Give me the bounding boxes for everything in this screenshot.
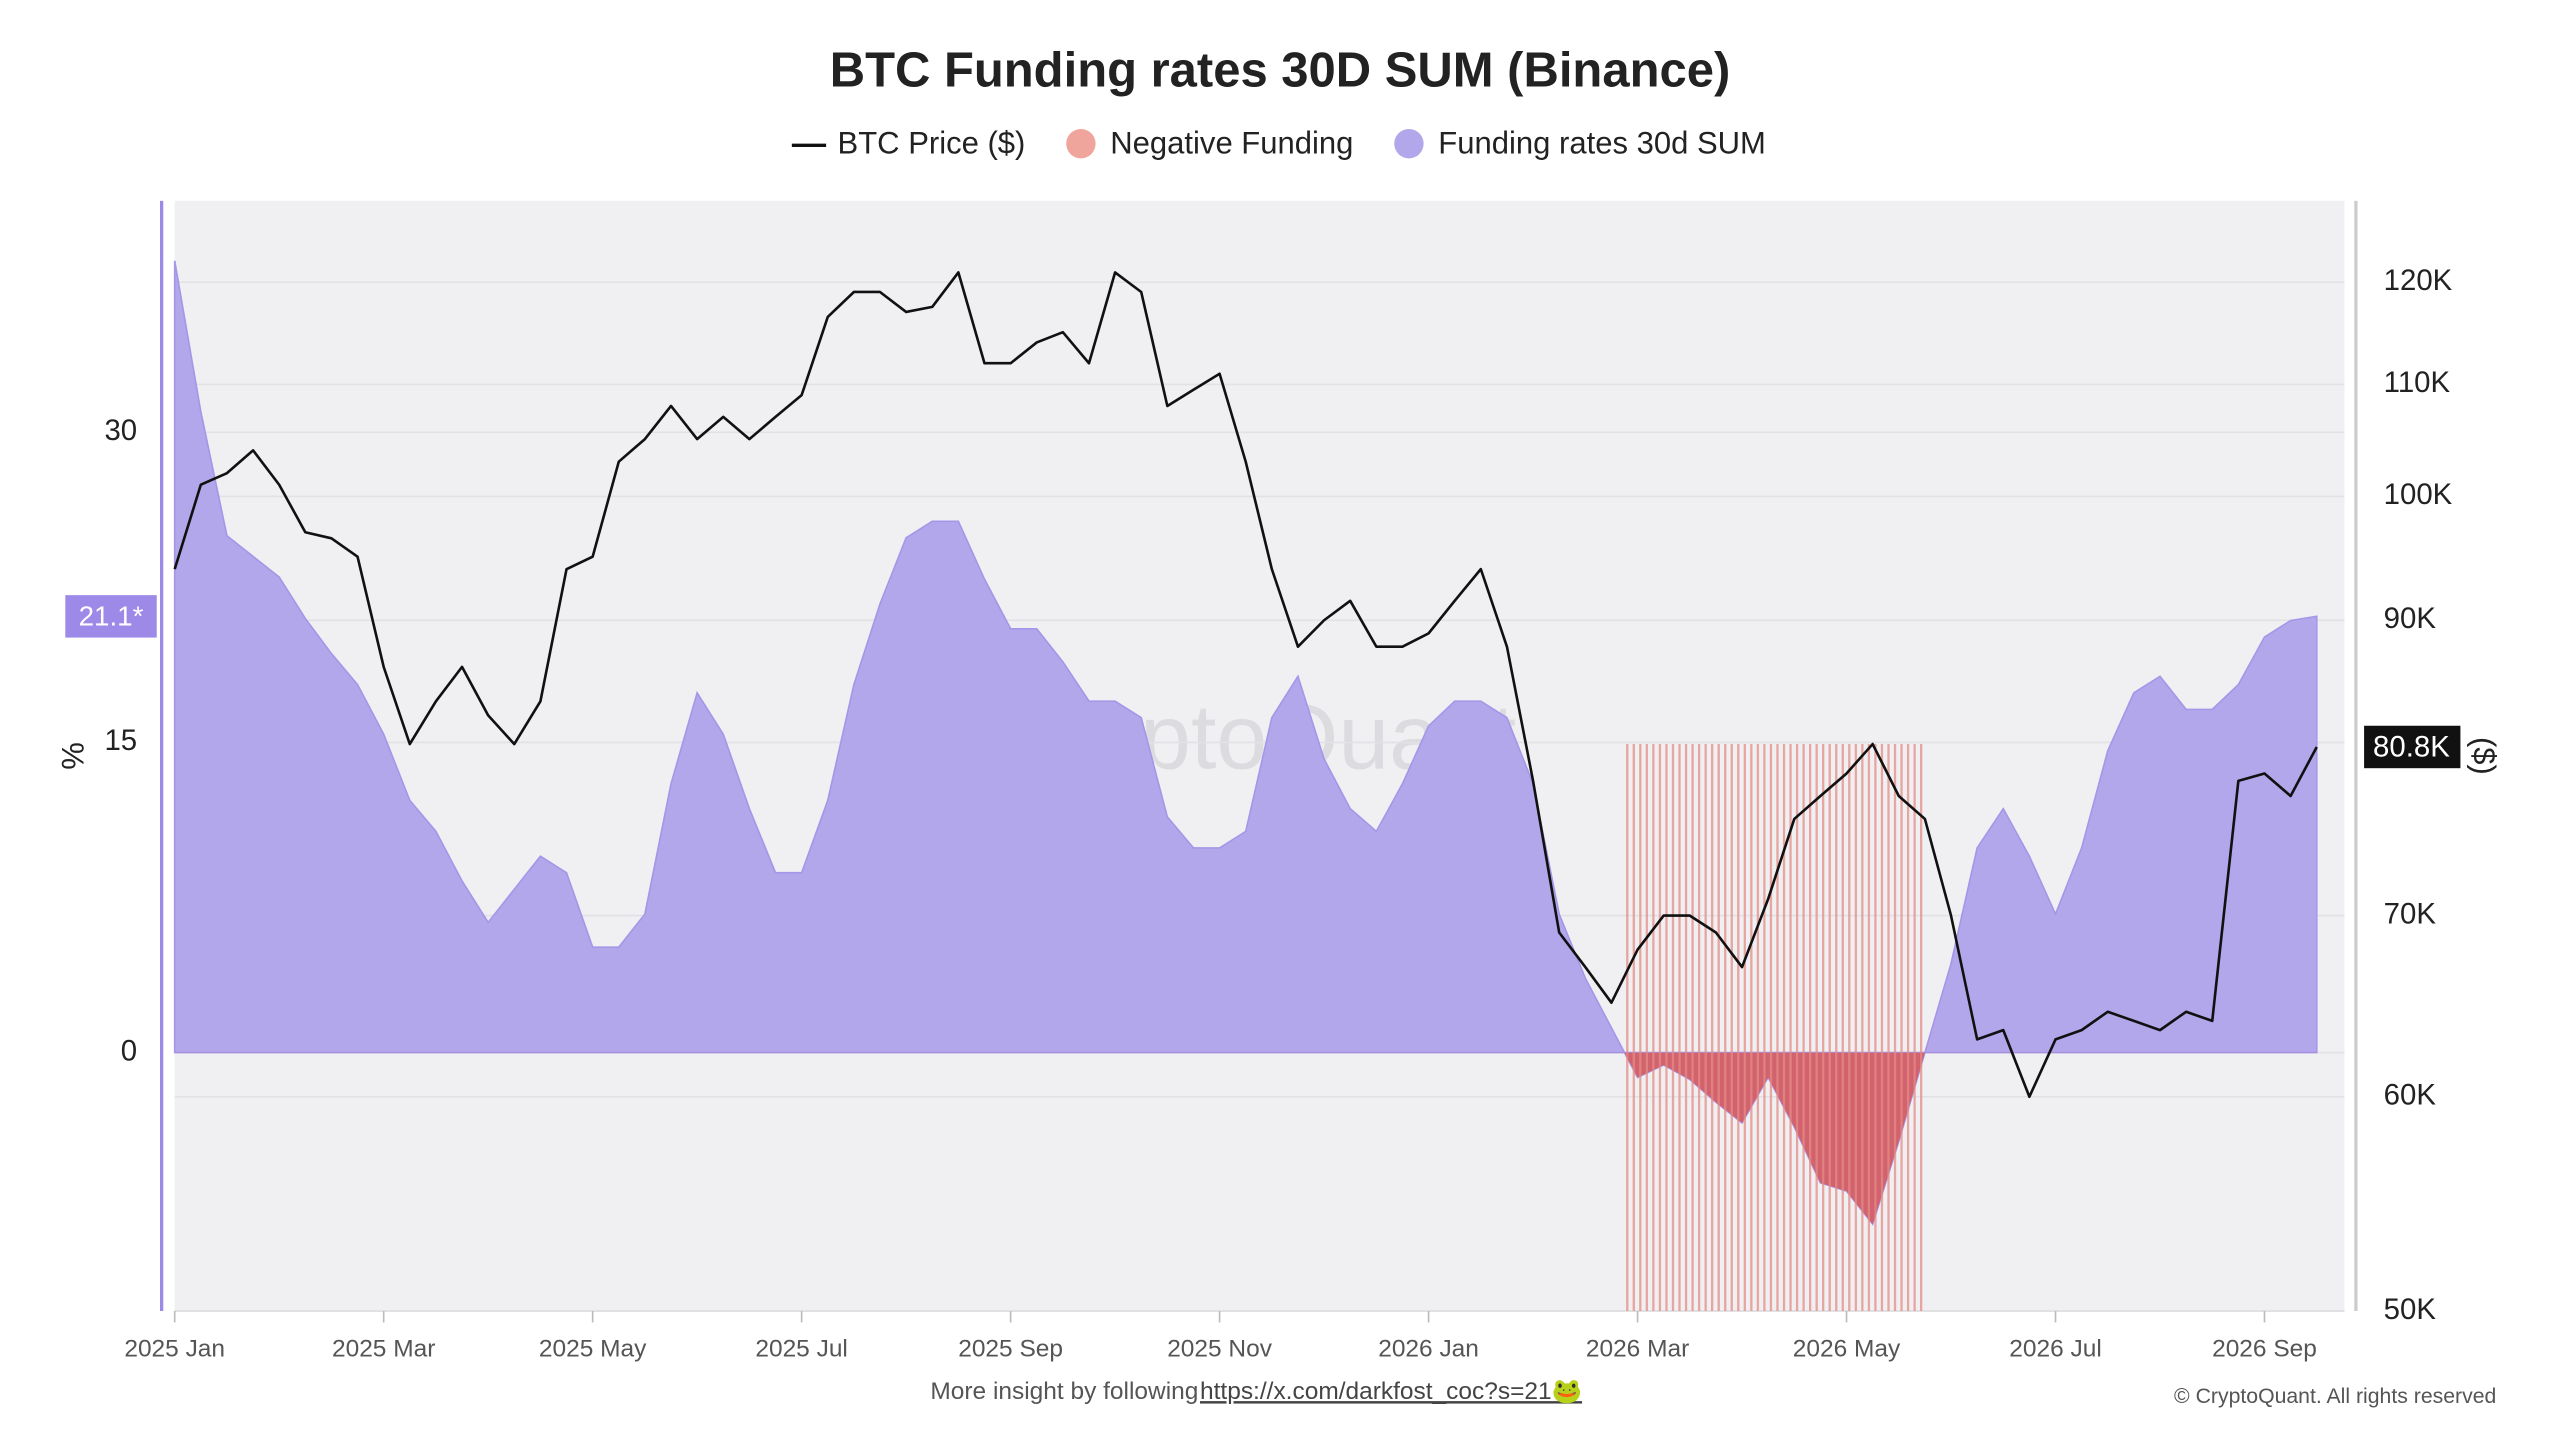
legend-swatch bbox=[1066, 128, 1096, 159]
y2-axis-label: ($) bbox=[2466, 737, 2501, 775]
funding-area bbox=[173, 260, 2318, 1226]
y2-tick-label: 120K bbox=[2384, 264, 2453, 297]
x-tick-label: 2026 Sep bbox=[2212, 1336, 2317, 1363]
x-tick-label: 2025 May bbox=[539, 1336, 647, 1363]
legend-label: Negative Funding bbox=[1110, 125, 1353, 160]
x-tick-label: 2025 Nov bbox=[1167, 1336, 1273, 1363]
copyright: © CryptoQuant. All rights reserved bbox=[2174, 1385, 2496, 1408]
legend: BTC Price ($) Negative Funding Funding rat… bbox=[791, 125, 1766, 160]
y2-tick-label: 90K bbox=[2384, 602, 2437, 635]
last-value-label: 21.1* bbox=[79, 600, 144, 631]
y2-tick-label: 70K bbox=[2384, 897, 2437, 930]
last-value-badge bbox=[2364, 725, 2461, 769]
x-tick-label: 2026 Jul bbox=[2009, 1336, 2102, 1363]
x-tick-label: 2025 Mar bbox=[332, 1336, 435, 1363]
y2-tick-label: 100K bbox=[2384, 478, 2453, 511]
y-tick-label: 30 bbox=[104, 414, 137, 447]
plot-background bbox=[174, 200, 2345, 1312]
x-tick-label: 2026 Jan bbox=[1378, 1336, 1479, 1363]
legend-label: Funding rates 30d SUM bbox=[1438, 125, 1766, 160]
y-axis-label: % bbox=[55, 742, 90, 770]
legend-label: BTC Price ($) bbox=[838, 125, 1026, 160]
negative-funding-stripes bbox=[1624, 744, 1925, 1312]
y-tick-label: 0 bbox=[121, 1034, 137, 1067]
footer-link[interactable]: https://x.com/darkfost_coc?s=21🐸 bbox=[1200, 1378, 1582, 1405]
x-tick-label: 2026 May bbox=[1793, 1336, 1901, 1363]
y-tick-label: 15 bbox=[104, 724, 137, 757]
footer-text: More insight by following bbox=[930, 1378, 1198, 1405]
plot-layer bbox=[173, 260, 2345, 1312]
last-value-label: 80.8K bbox=[2373, 730, 2450, 763]
y2-tick-label: 110K bbox=[2384, 366, 2451, 399]
y2-tick-label: 60K bbox=[2384, 1079, 2437, 1112]
x-tick-label: 2025 Jul bbox=[755, 1336, 848, 1363]
chart-title: BTC Funding rates 30D SUM (Binance) bbox=[830, 43, 1731, 97]
x-tick-label: 2026 Mar bbox=[1586, 1336, 1689, 1363]
last-value-badge bbox=[65, 595, 157, 638]
x-tick-label: 2025 Jan bbox=[124, 1336, 225, 1363]
y2-tick-label: 50K bbox=[2384, 1293, 2437, 1326]
price-line bbox=[173, 271, 2318, 1099]
x-tick-label: 2025 Sep bbox=[958, 1336, 1063, 1363]
legend-swatch bbox=[1394, 128, 1424, 159]
